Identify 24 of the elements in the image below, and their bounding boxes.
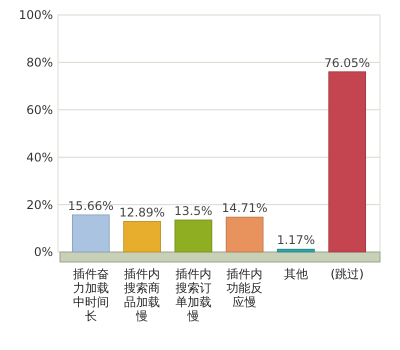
x-tick-label: 插件内搜索订单加载慢: [175, 267, 212, 323]
x-tick-label: 插件内搜索商品加载慢: [124, 267, 160, 323]
bar: [277, 248, 315, 252]
bar: [328, 71, 366, 252]
x-tick-label: 插件内功能反应慢: [226, 267, 263, 309]
data-label: 1.17%: [276, 233, 315, 248]
y-tick-label: 80%: [26, 56, 53, 70]
y-tick-label: 20%: [26, 198, 53, 212]
data-label: 14.71%: [222, 201, 268, 216]
data-label: 76.05%: [324, 56, 370, 70]
x-tick-label: (跳过): [330, 267, 364, 281]
bar: [226, 216, 264, 252]
bar: [174, 220, 212, 252]
y-tick-label: 40%: [26, 150, 53, 164]
data-label: 15.66%: [68, 198, 114, 213]
x-tick-label: 插件奋力加载中时间长: [72, 267, 109, 323]
data-label: 12.89%: [119, 205, 165, 220]
y-tick-label: 60%: [26, 103, 53, 117]
data-label: 13.5%: [174, 204, 212, 218]
bar: [72, 214, 110, 252]
x-tick-label: 其他: [284, 267, 308, 281]
y-tick-label: 0%: [34, 245, 53, 260]
y-tick-label: 100%: [18, 8, 53, 22]
bar: [123, 221, 161, 252]
